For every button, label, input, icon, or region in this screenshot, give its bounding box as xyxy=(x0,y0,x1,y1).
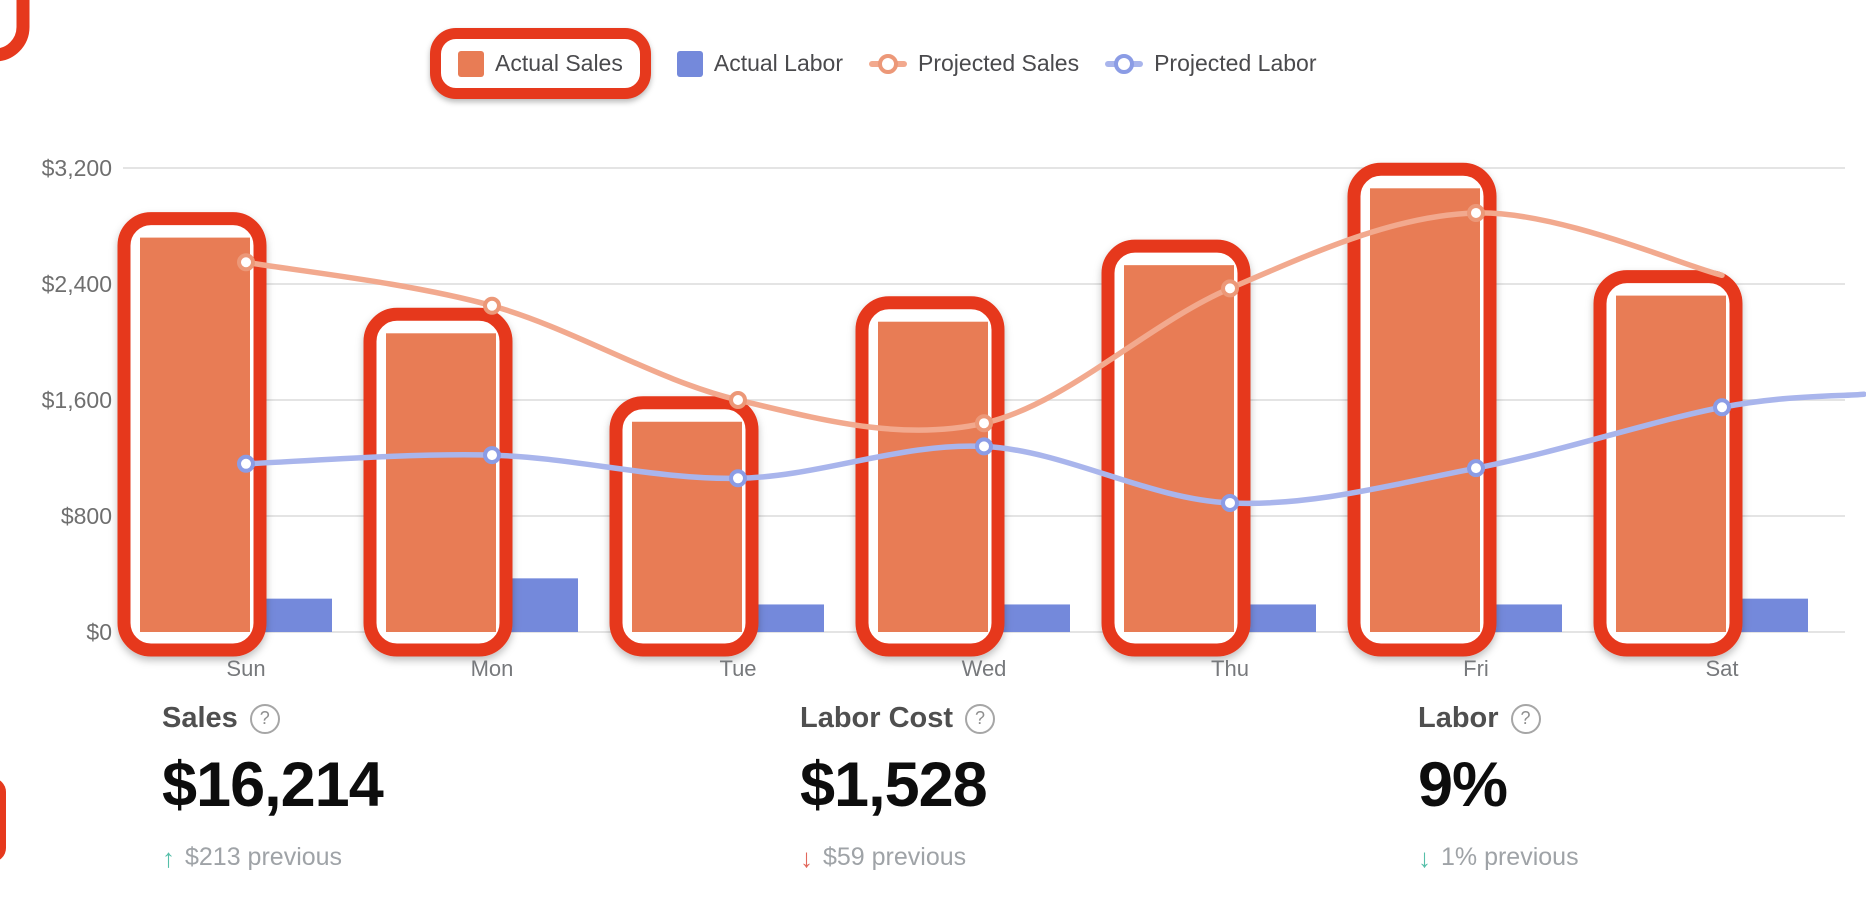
projected-sales-line-icon xyxy=(869,53,907,74)
kpi-delta: ↓ $59 previous xyxy=(800,843,995,872)
projected-sales-marker[interactable] xyxy=(237,253,255,272)
x-axis-tick-label: Sun xyxy=(226,656,265,681)
y-axis-tick-label: $0 xyxy=(86,619,112,645)
projected-labor-marker[interactable] xyxy=(975,437,993,456)
kpi-value: $16,214 xyxy=(162,750,384,820)
kpi-delta-text: $59 previous xyxy=(823,843,967,871)
y-axis-tick-label: $2,400 xyxy=(42,271,112,297)
legend-item-actual-labor[interactable]: Actual Labor xyxy=(676,50,843,77)
y-axis-tick-label: $3,200 xyxy=(42,155,112,181)
projected-labor-marker[interactable] xyxy=(237,454,255,473)
legend-label: Projected Labor xyxy=(1154,50,1317,76)
x-axis-tick-label: Fri xyxy=(1463,656,1489,681)
actual-labor-bar[interactable] xyxy=(1492,604,1562,632)
kpi-header: Sales ? xyxy=(162,702,383,735)
kpi-delta-text: $213 previous xyxy=(185,843,343,871)
projected-labor-marker[interactable] xyxy=(729,469,747,488)
projected-labor-marker[interactable] xyxy=(1713,398,1731,417)
legend-label: Projected Sales xyxy=(918,50,1080,76)
kpi-header: Labor Cost ? xyxy=(800,702,996,735)
kpi-label: Sales xyxy=(162,702,238,734)
kpi-labor-cost: Labor Cost ? $1,528 ↓ $59 previous xyxy=(800,702,996,872)
projected-sales-marker[interactable] xyxy=(729,391,747,409)
actual-sales-bar[interactable] xyxy=(386,333,496,632)
kpi-delta-text: 1% previous xyxy=(1441,843,1579,871)
arrow-down-icon: ↓ xyxy=(1418,842,1431,873)
actual-labor-bar[interactable] xyxy=(1000,604,1070,632)
help-icon[interactable]: ? xyxy=(1510,703,1541,734)
x-axis-tick-label: Wed xyxy=(962,656,1007,681)
projected-sales-marker[interactable] xyxy=(975,414,993,433)
kpi-delta: ↑ $213 previous xyxy=(162,843,383,872)
kpi-label: Labor xyxy=(1418,702,1499,734)
x-axis-tick-label: Sat xyxy=(1705,656,1738,681)
chart-legend: Actual Sales Actual Labor Projected Sale… xyxy=(430,28,1316,99)
actual-labor-bar[interactable] xyxy=(754,604,824,632)
y-axis-tick-label: $800 xyxy=(61,503,112,529)
actual-labor-bar[interactable] xyxy=(508,578,578,632)
x-axis-tick-label: Mon xyxy=(471,656,514,681)
cropped-highlight-ring xyxy=(0,0,30,62)
kpi-label: Labor Cost xyxy=(800,702,954,734)
projected-sales-marker[interactable] xyxy=(483,296,501,315)
legend-item-projected-sales[interactable]: Projected Sales xyxy=(869,50,1079,77)
legend-item-actual-sales[interactable]: Actual Sales xyxy=(458,50,623,77)
projected-sales-marker[interactable] xyxy=(1221,279,1239,298)
actual-labor-bar[interactable] xyxy=(1738,598,1808,632)
cropped-highlight-sliver xyxy=(0,780,6,860)
y-axis-tick-label: $1,600 xyxy=(42,387,112,413)
help-icon[interactable]: ? xyxy=(965,703,996,734)
help-icon[interactable]: ? xyxy=(249,703,280,734)
actual-sales-bar[interactable] xyxy=(1124,265,1234,632)
legend-item-projected-labor[interactable]: Projected Labor xyxy=(1105,50,1316,77)
legend-label: Actual Labor xyxy=(713,50,843,76)
actual-sales-bar[interactable] xyxy=(878,321,988,632)
projected-labor-marker[interactable] xyxy=(1221,493,1239,512)
arrow-up-icon: ↑ xyxy=(162,842,175,873)
kpi-value: $1,528 xyxy=(800,750,988,820)
legend-highlight-ring: Actual Sales xyxy=(430,28,651,99)
kpi-value: 9% xyxy=(1418,750,1508,820)
projected-labor-marker[interactable] xyxy=(483,446,501,465)
actual-sales-bar[interactable] xyxy=(632,421,742,632)
projected-sales-marker-icon xyxy=(878,53,898,74)
actual-sales-bar[interactable] xyxy=(1616,295,1726,632)
x-axis-tick-label: Tue xyxy=(719,656,756,681)
actual-labor-bar[interactable] xyxy=(1246,604,1316,632)
x-axis-tick-label: Thu xyxy=(1211,656,1249,681)
kpi-labor: Labor ? 9% ↓ 1% previous xyxy=(1418,702,1579,872)
arrow-down-icon: ↓ xyxy=(800,842,813,873)
projected-sales-marker[interactable] xyxy=(1467,203,1485,222)
kpi-delta: ↓ 1% previous xyxy=(1418,843,1579,872)
projected-labor-marker-icon xyxy=(1114,53,1135,74)
actual-labor-swatch xyxy=(676,50,703,77)
actual-sales-swatch xyxy=(458,50,484,77)
projected-labor-line-icon xyxy=(1105,53,1144,74)
actual-sales-bar[interactable] xyxy=(1370,188,1480,633)
projected-labor-line xyxy=(243,391,1866,507)
kpi-header: Labor ? xyxy=(1418,702,1579,735)
actual-sales-bar[interactable] xyxy=(140,237,250,632)
projected-labor-marker[interactable] xyxy=(1467,459,1485,478)
kpi-sales: Sales ? $16,214 ↑ $213 previous xyxy=(162,702,384,872)
legend-label: Actual Sales xyxy=(495,50,623,76)
actual-labor-bar[interactable] xyxy=(262,598,332,632)
